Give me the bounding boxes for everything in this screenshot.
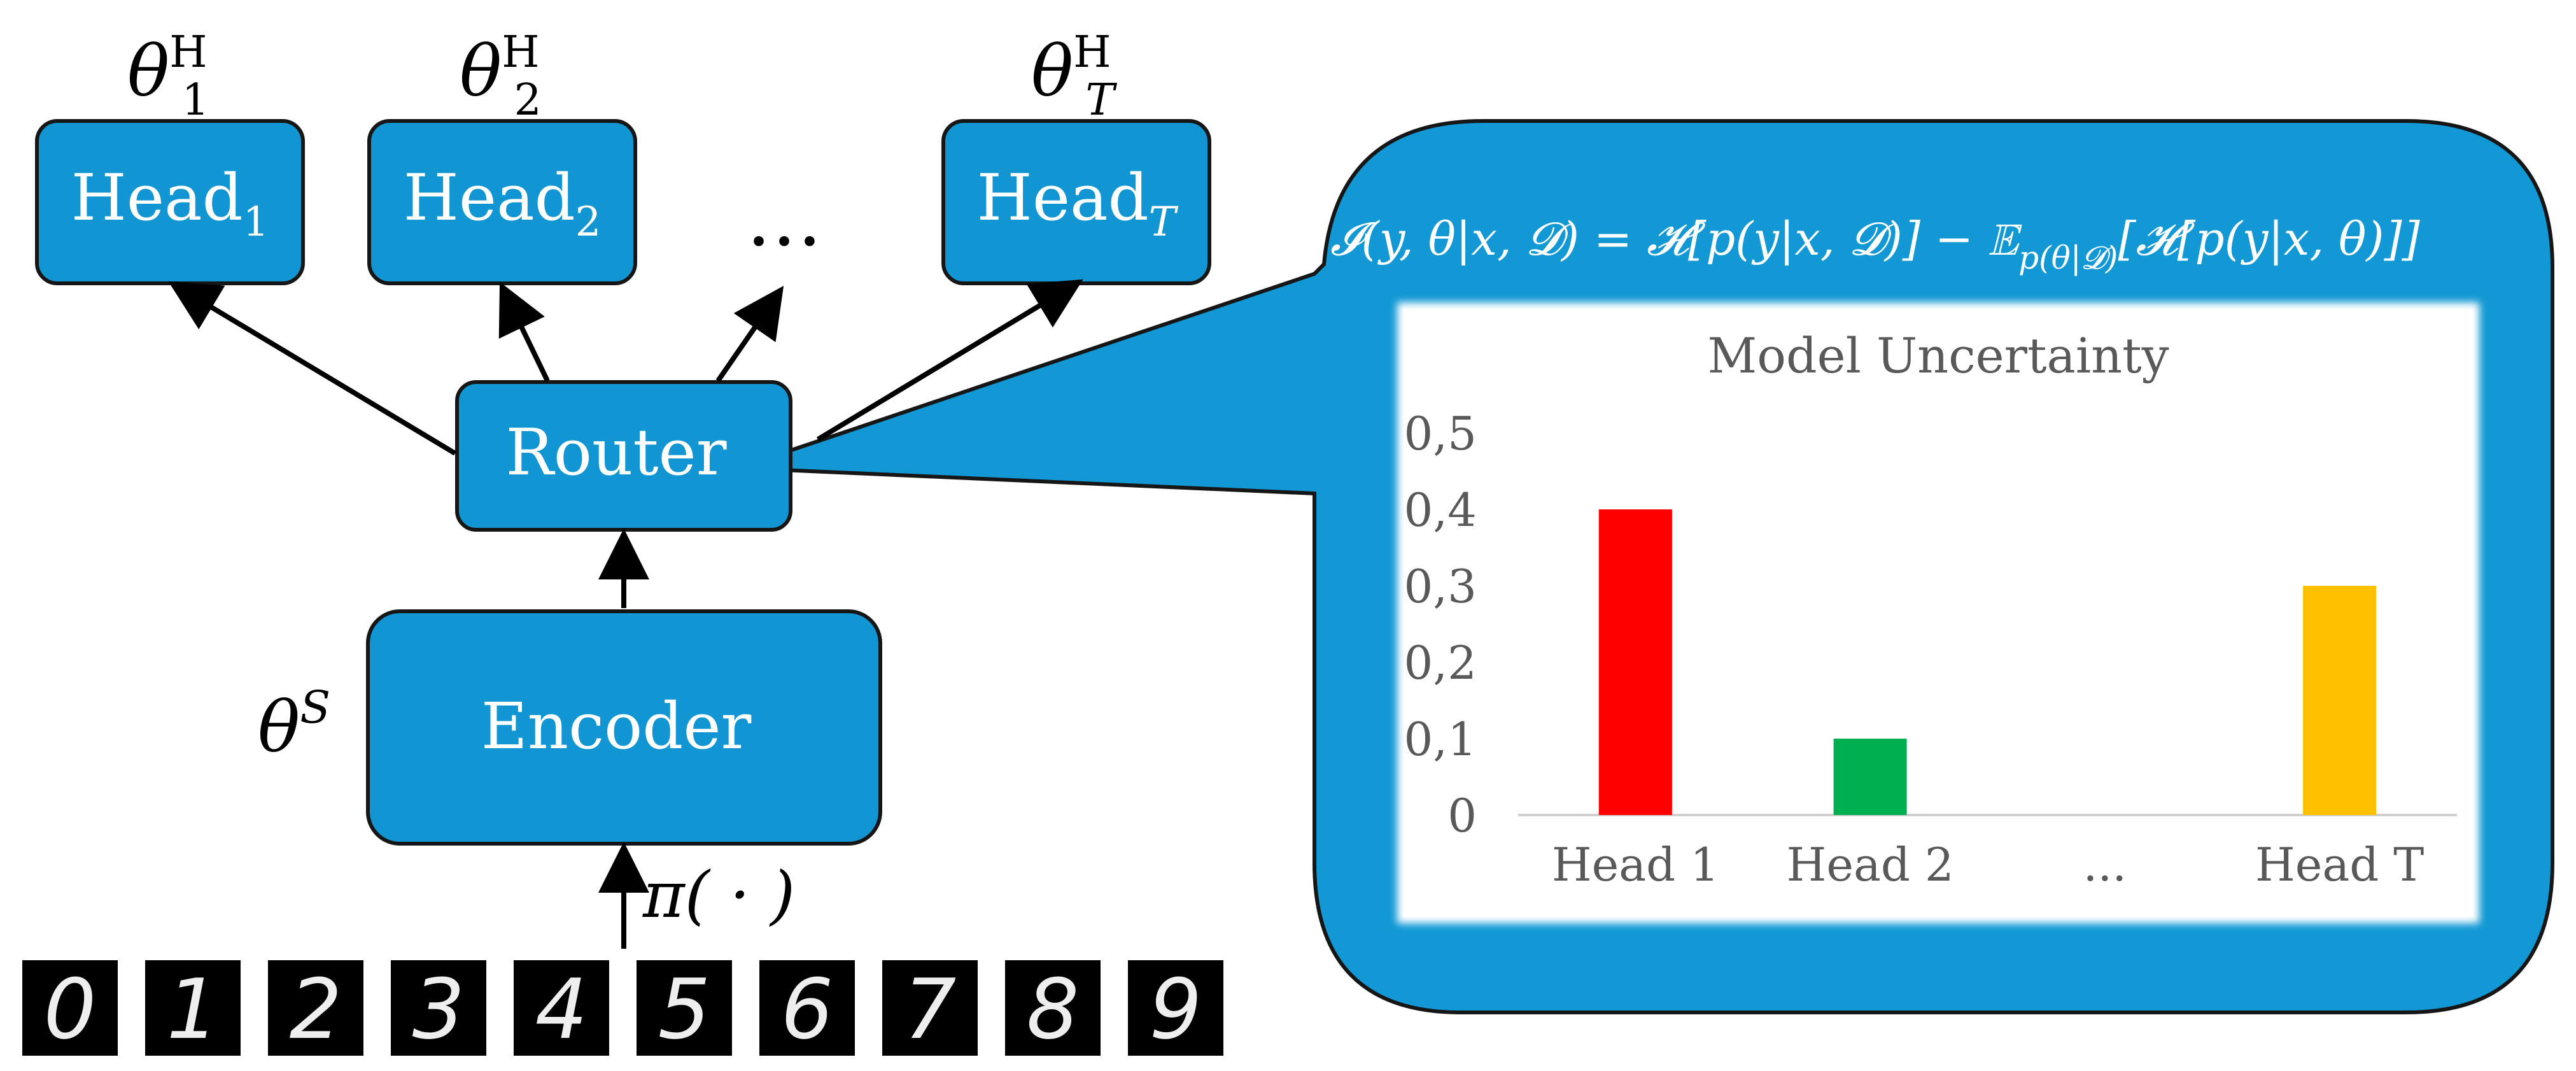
digit-label: 8	[1027, 961, 1080, 1058]
policy-label: π( · )	[642, 858, 795, 932]
digit-thumbnail: 8	[1005, 960, 1101, 1058]
digit-label: 4	[535, 961, 588, 1058]
head-t-box: HeadT	[941, 119, 1211, 285]
digit-thumbnail: 4	[514, 960, 609, 1058]
digit-label: 3	[412, 961, 465, 1058]
arrow-to-ellipsis	[715, 285, 784, 383]
encoder-box: Encoder	[366, 609, 882, 846]
y-tick-label: 0,3	[1404, 560, 1477, 613]
head-2-box: Head2	[367, 119, 637, 285]
uncertainty-chart: Model Uncertainty 0 0,1 0,2 0,3 0,4 0,5 Head 1…	[1397, 302, 2479, 923]
router-label: Router	[505, 415, 726, 490]
heads-ellipsis: …	[746, 175, 822, 264]
arrow-to-head-t	[816, 279, 1083, 442]
bar	[1598, 509, 1672, 815]
digit-label: 1	[167, 961, 220, 1058]
digit-label: 2	[290, 961, 342, 1058]
router-to-heads-arrows	[168, 279, 1083, 456]
y-tick-label: 0	[1447, 789, 1477, 842]
digit-thumbnail: 9	[1128, 960, 1223, 1058]
digit-thumbnail: 7	[882, 960, 978, 1058]
encoder-label: Encoder	[481, 689, 752, 763]
x-tick-label: Head T	[2255, 838, 2424, 891]
digit-label: 0	[44, 961, 97, 1058]
encoder-param-label: θS	[258, 681, 330, 768]
digit-thumbnail: 3	[391, 960, 486, 1058]
head-t-label: HeadT	[977, 160, 1179, 246]
head-1-param-label: θH 1	[127, 27, 209, 125]
arrow-to-head-1	[168, 281, 457, 456]
digit-thumbnail: 6	[759, 960, 855, 1058]
chart-title: Model Uncertainty	[1707, 327, 2169, 384]
head-t-param-label: θH T	[1031, 27, 1118, 125]
digit-thumbnail: 0	[22, 960, 118, 1058]
head-2-param-label: θH 2	[460, 27, 542, 125]
y-tick-label: 0,1	[1404, 713, 1477, 766]
digit-label: 5	[658, 961, 711, 1058]
head-1-label: Head1	[71, 160, 269, 246]
head-1-box: Head1	[35, 119, 305, 285]
digit-thumbnail: 2	[268, 960, 363, 1058]
y-tick-label: 0,4	[1404, 483, 1477, 537]
y-tick-label: 0,5	[1404, 407, 1477, 460]
router-box: Router	[455, 380, 792, 532]
mutual-information-formula: 𝓘(y, θ|x, 𝓓) = 𝓗[p(y|x, 𝓓)] − 𝔼p(θ|𝓓)[𝓗[…	[1330, 212, 2421, 276]
bar	[1833, 739, 1907, 815]
x-tick-label: Head 1	[1552, 838, 1719, 891]
x-tick-label: Head 2	[1787, 838, 1954, 891]
head-2-label: Head2	[404, 160, 602, 246]
digit-label: 9	[1150, 961, 1202, 1058]
x-tick-label: ...	[2083, 838, 2127, 891]
arrow-to-head-2	[498, 281, 550, 382]
digit-thumbnail: 1	[145, 960, 241, 1058]
digit-thumbnail: 5	[637, 960, 732, 1058]
digit-label: 7	[904, 961, 957, 1058]
bar	[2303, 586, 2377, 815]
digit-label: 6	[781, 961, 834, 1058]
y-tick-label: 0,2	[1404, 636, 1477, 690]
